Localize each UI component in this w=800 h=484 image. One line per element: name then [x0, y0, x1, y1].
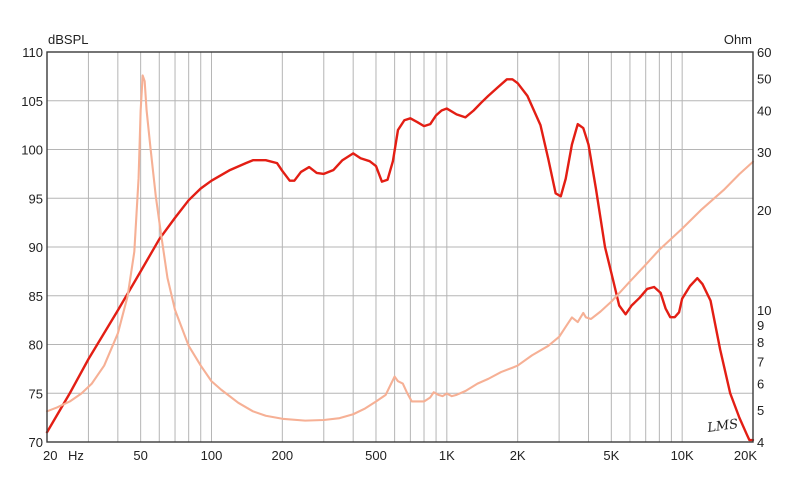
y-tick-label: 75 [29, 386, 43, 401]
y2-tick-label: 60 [757, 45, 771, 60]
y2-tick-label: 10 [757, 303, 771, 318]
y-tick-label: 85 [29, 289, 43, 304]
y-tick-label: 105 [21, 94, 43, 109]
impedance-curve [45, 74, 755, 422]
x-tick-label: 50 [133, 448, 147, 463]
y2-tick-label: 9 [757, 318, 764, 333]
y2-tick-label: 6 [757, 377, 764, 392]
x-tick-label: 20K [734, 448, 757, 463]
y-tick-label: 100 [21, 143, 43, 158]
spl-curve [45, 78, 755, 442]
grid [47, 52, 753, 442]
y2-tick-label: 50 [757, 71, 771, 86]
series-layer [45, 74, 755, 442]
x-axis-unit: Hz [68, 448, 84, 463]
x-tick-label: 500 [365, 448, 387, 463]
y-tick-label: 90 [29, 240, 43, 255]
left-axis-unit: dBSPL [48, 32, 88, 47]
x-tick-label: 10K [671, 448, 694, 463]
x-tick-label: 200 [271, 448, 293, 463]
x-axis-ticks: 20 50 100 200 500 1K 2K 5K 10K 20K [43, 448, 757, 463]
y-tick-label: 110 [22, 45, 43, 60]
y2-axis-ticks: 4 5 6 7 8 910 20 30 40 50 60 [757, 45, 771, 450]
plot-frame [46, 51, 754, 443]
right-axis-unit: Ohm [724, 32, 752, 47]
y2-tick-label: 30 [757, 145, 771, 160]
y2-tick-label: 4 [757, 435, 764, 450]
x-tick-label: 100 [201, 448, 223, 463]
x-tick-label: 2K [510, 448, 526, 463]
x-tick-label: 1K [439, 448, 455, 463]
x-tick-label: 20 [43, 448, 57, 463]
y-tick-label: 70 [29, 435, 43, 450]
y-tick-label: 95 [29, 191, 43, 206]
x-tick-label: 5K [603, 448, 619, 463]
y2-tick-label: 8 [757, 335, 764, 350]
y2-tick-label: 5 [757, 403, 764, 418]
y2-tick-label: 40 [757, 103, 771, 118]
y-tick-label: 80 [29, 338, 43, 353]
y2-tick-label: 20 [757, 203, 771, 218]
lms-watermark: LMS [705, 417, 739, 436]
y-axis-ticks: 70 75 80 85 90 95 100 105 110 [21, 45, 43, 450]
y2-tick-label: 7 [757, 354, 764, 369]
